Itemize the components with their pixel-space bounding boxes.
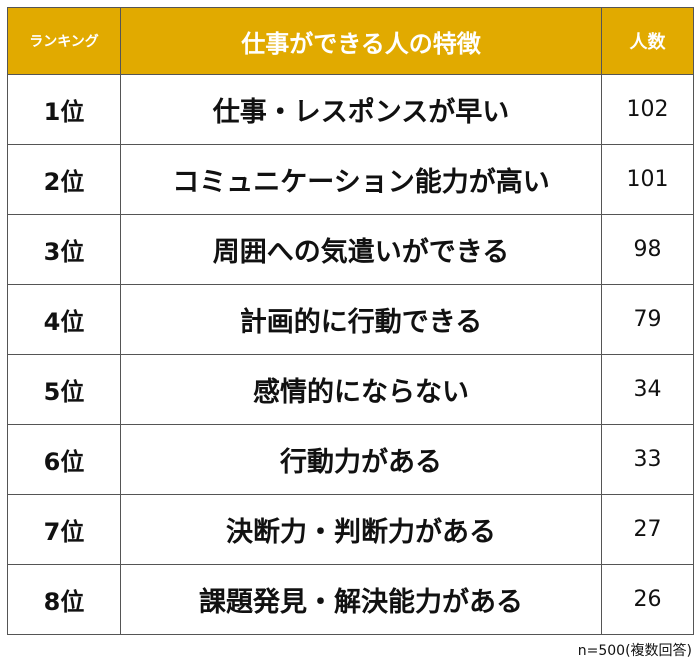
table-row: 6位 行動力がある 33 [7,424,694,495]
table-row: 7位 決断力・判断力がある 27 [7,494,694,565]
table-row: 2位 コミュニケーション能力が高い 101 [7,144,694,215]
ranking-table-container: ランキング 仕事ができる人の特徴 人数 1位 仕事・レスポンスが早い 102 2位 コミ… [7,7,694,635]
count-cell: 33 [601,424,694,495]
rank-cell: 1位 [7,74,121,145]
trait-cell: 決断力・判断力がある [120,494,602,565]
rank-cell: 2位 [7,144,121,215]
trait-cell: 感情的にならない [120,354,602,425]
rank-cell: 6位 [7,424,121,495]
table-row: 5位 感情的にならない 34 [7,354,694,425]
count-cell: 102 [601,74,694,145]
trait-cell: 仕事・レスポンスが早い [120,74,602,145]
header-count: 人数 [601,7,694,75]
count-cell: 27 [601,494,694,565]
trait-cell: 周囲への気遣いができる [120,214,602,285]
table-row: 8位 課題発見・解決能力がある 26 [7,564,694,635]
count-cell: 79 [601,284,694,355]
count-cell: 34 [601,354,694,425]
trait-cell: 課題発見・解決能力がある [120,564,602,635]
sample-size-note: n=500(複数回答) [577,643,692,659]
ranking-table: ランキング 仕事ができる人の特徴 人数 1位 仕事・レスポンスが早い 102 2位 コミ… [7,7,694,635]
trait-cell: 計画的に行動できる [120,284,602,355]
rank-cell: 3位 [7,214,121,285]
rank-cell: 8位 [7,564,121,635]
rank-cell: 5位 [7,354,121,425]
count-cell: 101 [601,144,694,215]
table-row: 1位 仕事・レスポンスが早い 102 [7,74,694,145]
table-row: 4位 計画的に行動できる 79 [7,284,694,355]
header-item: 仕事ができる人の特徴 [120,7,602,75]
header-row: ランキング 仕事ができる人の特徴 人数 [7,7,694,75]
count-cell: 26 [601,564,694,635]
table-row: 3位 周囲への気遣いができる 98 [7,214,694,285]
count-cell: 98 [601,214,694,285]
header-rank: ランキング [7,7,121,75]
trait-cell: コミュニケーション能力が高い [120,144,602,215]
rank-cell: 4位 [7,284,121,355]
rank-cell: 7位 [7,494,121,565]
table-body: 1位 仕事・レスポンスが早い 102 2位 コミュニケーション能力が高い 101 3位 周囲へ… [7,74,694,635]
trait-cell: 行動力がある [120,424,602,495]
